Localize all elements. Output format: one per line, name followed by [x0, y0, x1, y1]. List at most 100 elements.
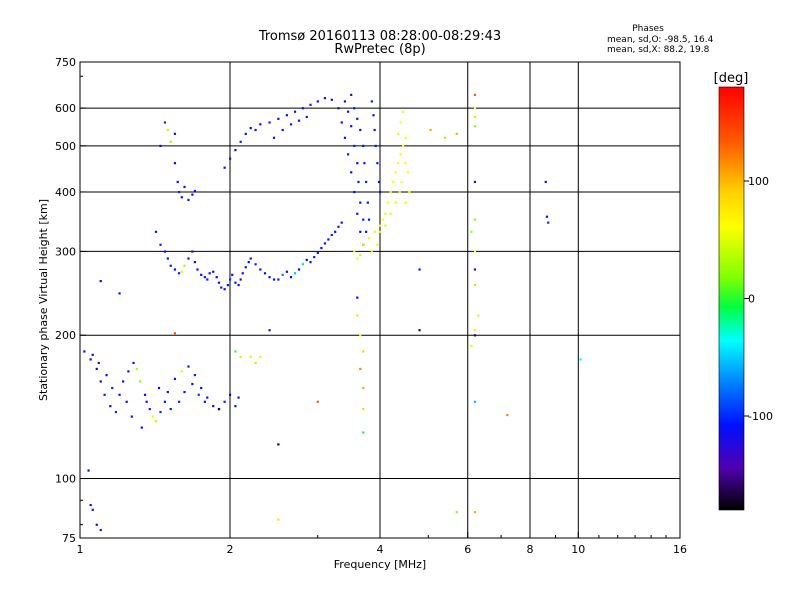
data-point [330, 233, 333, 237]
data-point [404, 201, 407, 204]
data-point [277, 518, 280, 521]
data-point [111, 386, 114, 390]
data-point [340, 221, 343, 224]
data-point [455, 511, 458, 514]
data-point [203, 400, 206, 403]
data-point [394, 171, 397, 174]
data-point [125, 400, 128, 403]
x-tick-label: 4 [377, 543, 384, 556]
data-point [212, 270, 215, 273]
data-point [193, 261, 197, 264]
y-tick-label: 200 [55, 329, 76, 342]
data-point [330, 98, 333, 101]
chart-title: Tromsø 20160113 08:28:00-08:29:43 [258, 29, 501, 44]
data-point [191, 382, 194, 386]
data-point [353, 250, 356, 253]
data-point [356, 314, 359, 317]
data-point [103, 393, 106, 396]
data-point [359, 334, 362, 337]
data-point [187, 365, 190, 368]
data-point [399, 153, 402, 156]
data-point [340, 121, 343, 124]
x-axis-label: Frequency [MHz] [334, 558, 426, 571]
data-point [187, 257, 190, 260]
data-point [346, 153, 350, 156]
data-point [193, 189, 197, 193]
data-point [163, 250, 167, 253]
data-point [241, 272, 244, 275]
y-tick-label: 100 [55, 473, 76, 486]
data-point [97, 361, 100, 365]
data-point [254, 128, 257, 132]
data-point [268, 329, 271, 332]
data-point [177, 272, 181, 275]
data-point [477, 314, 480, 317]
data-point [301, 263, 305, 266]
data-point [206, 278, 209, 281]
data-point [226, 284, 230, 287]
data-point [473, 511, 477, 514]
data-points [83, 93, 582, 532]
data-point [91, 508, 94, 511]
y-tick-label: 75 [62, 532, 76, 545]
data-point [473, 329, 477, 332]
data-point [223, 288, 226, 291]
data-point [367, 237, 371, 240]
data-point [473, 125, 477, 128]
data-point [239, 278, 242, 281]
data-point [220, 286, 223, 289]
data-point [217, 281, 221, 284]
data-point [180, 370, 183, 373]
data-point [379, 230, 382, 233]
data-point [263, 272, 267, 275]
data-point [177, 400, 181, 403]
data-point [362, 407, 365, 411]
data-point [118, 292, 121, 295]
data-point [381, 218, 384, 221]
data-point [191, 250, 194, 253]
stats-o-mode: mean, sd,O: -98.5, 16.4 [607, 35, 714, 45]
data-point [418, 329, 421, 332]
data-point [402, 110, 405, 113]
data-point [148, 407, 151, 411]
data-point [215, 276, 218, 279]
x-axis: 1 2 4 6 8 10 16 [77, 532, 687, 556]
data-point [237, 396, 240, 399]
data-point [99, 380, 102, 383]
data-point [234, 405, 237, 408]
colorbar-gradient [718, 86, 745, 511]
data-point [109, 405, 112, 408]
data-point [309, 103, 312, 106]
x-tick-label: 1 [77, 543, 84, 556]
data-point [139, 380, 142, 383]
colorbar-tick-label: 0 [748, 293, 755, 306]
data-point [166, 128, 169, 132]
data-point [259, 123, 262, 126]
data-point [277, 443, 280, 446]
data-point [229, 393, 232, 396]
data-point [350, 125, 353, 128]
data-point [285, 114, 288, 117]
data-point [249, 257, 252, 260]
x-tick-label: 10 [571, 543, 585, 556]
data-point [297, 268, 301, 271]
data-point [180, 270, 183, 273]
data-point [473, 334, 477, 337]
data-point [379, 224, 382, 227]
data-point [362, 218, 365, 221]
colorbar-tick-label: 100 [748, 175, 769, 188]
data-point [83, 350, 86, 353]
data-point [473, 284, 477, 287]
data-point [362, 350, 365, 353]
data-point [544, 180, 547, 184]
data-point [239, 356, 242, 359]
data-point [357, 180, 360, 184]
data-point [356, 296, 359, 299]
data-point [268, 121, 271, 124]
data-point [399, 121, 402, 124]
data-point [169, 140, 172, 143]
data-point [473, 400, 477, 403]
data-point [87, 469, 90, 472]
data-point [169, 407, 172, 411]
data-point [359, 128, 362, 132]
